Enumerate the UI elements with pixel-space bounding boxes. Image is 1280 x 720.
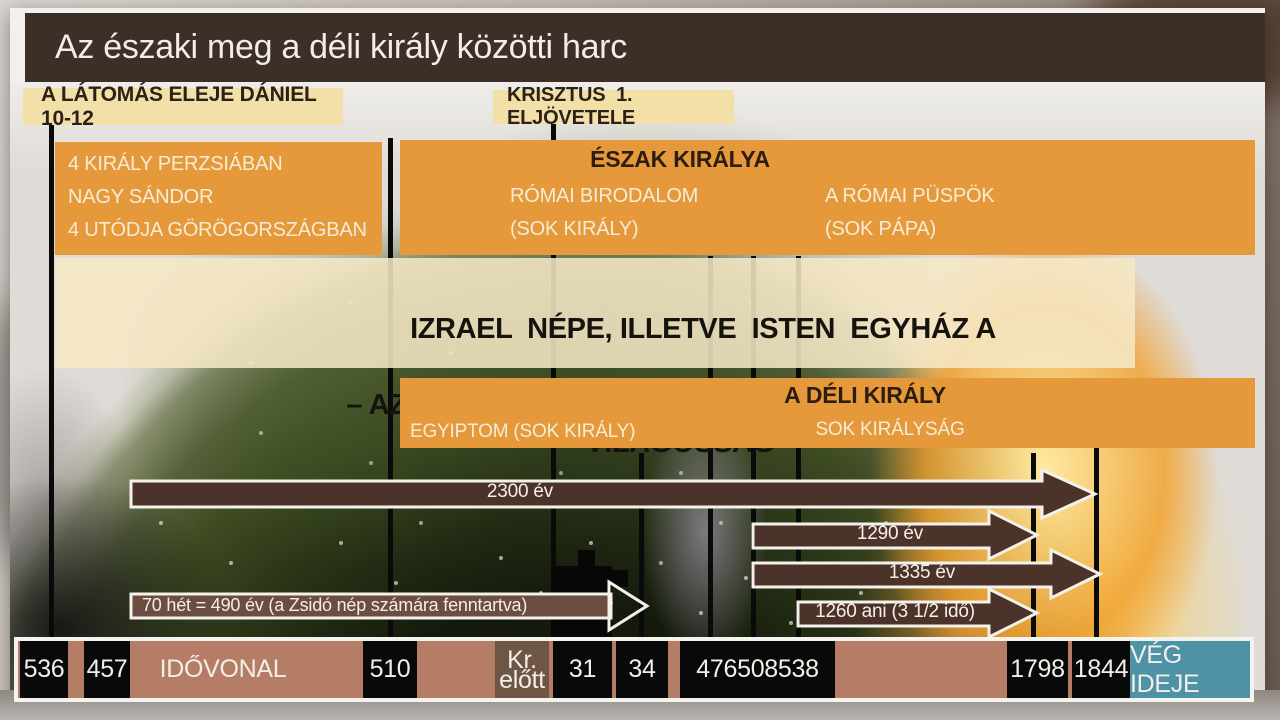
arrow-1260: [796, 586, 1041, 640]
north-rome-line2: (SOK KIRÁLY): [510, 218, 639, 240]
timeline-dates-476-508-538: 476 508 538: [680, 641, 835, 698]
arrow-2300-label: 2300 év: [486, 481, 554, 502]
timeline-end-label: VÉG IDEJE: [1130, 641, 1250, 698]
date-line-538: [796, 256, 801, 647]
date-line-476: [708, 256, 713, 647]
date-line-536: [49, 100, 54, 647]
page-title: Az északi meg a déli király közötti harc: [55, 28, 627, 66]
timeline-date-508: 508: [737, 655, 778, 683]
timeline-bc-label: Kr. előtt: [495, 641, 549, 698]
date-line-34: [639, 453, 644, 647]
israel-band: IZRAEL NÉPE, ILLETVE ISTEN EGYHÁZ A – AZ…: [55, 258, 1135, 459]
timeline-date-1844: 1844: [1072, 641, 1130, 698]
arrow-1335-label: 1335 év: [888, 562, 956, 583]
persia-box: 4 KIRÁLY PERZSIÁBAN NAGY SÁNDOR 4 UTÓDJA…: [55, 142, 382, 255]
label-vision-start: A LÁTOMÁS ELEJE DÁNIEL 10-12: [23, 83, 343, 130]
timeline-date-538: 538: [777, 655, 819, 683]
timeline-date-1798: 1798: [1007, 641, 1068, 698]
timeline-date-31: 31: [553, 641, 612, 698]
arrow-1260-label: 1260 ani (3 1/2 idő): [815, 601, 975, 622]
south-king-title: A DÉLI KIRÁLY: [784, 382, 946, 408]
north-pope-line2: (SOK PÁPA): [825, 218, 936, 240]
arrow-1290: [751, 508, 1041, 562]
persia-line3: 4 UTÓDJA GÖRÖGORSZÁGBAN: [68, 219, 367, 241]
south-king-box: A DÉLI KIRÁLY SOK KIRÁLYSÁG EGYIPTOM (SO…: [400, 378, 1255, 448]
date-line-508: [751, 256, 756, 647]
timeline-bar: 536 457 IDŐVONAL 510 Kr. előtt 31 34 476 …: [14, 637, 1254, 702]
north-king-title: ÉSZAK KIRÁLYA: [590, 146, 770, 172]
arrow-1335: [751, 547, 1104, 601]
timeline-date-536: 536: [20, 641, 68, 698]
arrow-1290-label: 1290 év: [856, 523, 924, 544]
label-first-advent: KRISZTUS 1. ELJÖVETELE: [493, 84, 734, 129]
persia-line2: NAGY SÁNDOR: [68, 186, 214, 208]
israel-band-line1: IZRAEL NÉPE, ILLETVE ISTEN EGYHÁZ A: [410, 313, 996, 345]
persia-line1: 4 KIRÁLY PERZSIÁBAN: [68, 153, 283, 175]
slide-header: Az északi meg a déli király közötti harc: [25, 13, 1265, 82]
label-vision-start-text: A LÁTOMÁS ELEJE DÁNIEL 10-12: [41, 82, 322, 130]
south-kingdoms-text: SOK KIRÁLYSÁG: [815, 419, 965, 440]
timeline-date-457: 457: [84, 641, 130, 698]
arrow-2300: [129, 467, 1099, 521]
north-pope-line1: A RÓMAI PÜSPÖK: [825, 185, 995, 207]
arrow-70-weeks: [129, 579, 650, 633]
south-egypt-text: EGYIPTOM (SOK KIRÁLY): [410, 421, 636, 442]
label-first-advent-text: KRISZTUS 1. ELJÖVETELE: [507, 84, 638, 129]
star-dots: [10, 82, 12, 84]
timeline-name: IDŐVONAL: [159, 655, 287, 683]
date-line-510: [388, 138, 393, 647]
arrow-70-weeks-label: 70 hét = 490 év (a Zsidó nép számára fen…: [142, 595, 528, 615]
date-line-1844: [1094, 446, 1099, 647]
timeline-date-476: 476: [696, 655, 738, 683]
timeline-date-510: 510: [363, 641, 417, 698]
north-rome-line1: RÓMAI BIRODALOM: [510, 185, 699, 207]
north-king-box: ÉSZAK KIRÁLYA RÓMAI BIRODALOM (SOK KIRÁL…: [400, 140, 1255, 255]
timeline-date-34: 34: [616, 641, 668, 698]
date-line-1798: [1031, 453, 1036, 647]
